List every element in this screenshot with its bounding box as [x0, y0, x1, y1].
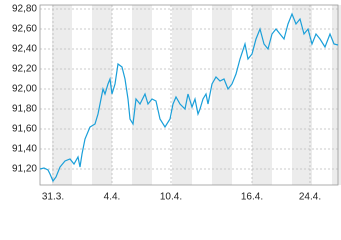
- y-tick-label: 92,60: [12, 24, 37, 35]
- x-tick-label: 4.4.: [104, 192, 121, 203]
- y-tick-label: 91,40: [12, 144, 37, 155]
- y-tick-label: 91,20: [12, 164, 37, 175]
- stripe: [52, 5, 72, 185]
- x-tick-label: 10.4.: [160, 192, 182, 203]
- x-tick-label: 16.4.: [241, 192, 263, 203]
- y-tick-label: 92,80: [12, 4, 37, 15]
- background-stripes: [52, 5, 341, 185]
- stripe: [212, 5, 232, 185]
- stripe: [132, 5, 152, 185]
- x-tick-label: 31.3.: [42, 192, 64, 203]
- chart: 91,20 91,40 91,60 91,80 92,00 92,20 92,40 92,60…: [12, 4, 341, 203]
- y-tick-label: 92,20: [12, 64, 37, 75]
- y-tick-label: 91,60: [12, 124, 37, 135]
- stripe: [332, 5, 341, 185]
- y-tick-label: 92,00: [12, 84, 37, 95]
- stripe: [172, 5, 192, 185]
- x-tick-label: 24.4.: [299, 192, 321, 203]
- y-tick-label: 91,80: [12, 104, 37, 115]
- price-line: [39, 12, 339, 183]
- stripe: [292, 5, 312, 185]
- stripe: [252, 5, 272, 185]
- y-tick-label: 92,40: [12, 44, 37, 55]
- plot-frame: [39, 4, 339, 186]
